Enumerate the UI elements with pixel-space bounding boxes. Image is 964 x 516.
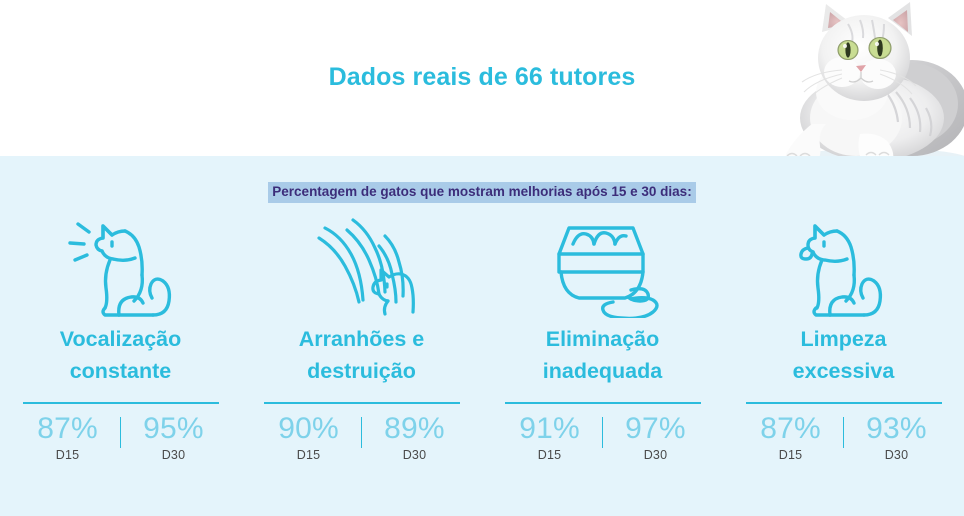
stat-vertical-divider: [842, 416, 845, 449]
stat-column-label: Limpeza excessiva: [792, 327, 895, 383]
stat-pair: 91% D15 97% D30: [505, 411, 701, 463]
stat-vertical-divider: [119, 416, 122, 449]
stat-d30: 89% D30: [369, 411, 459, 463]
stats-panel: Percentagem de gatos que mostram melhori…: [0, 156, 964, 516]
stat-day-label: D30: [884, 448, 909, 463]
stat-day-label: D15: [537, 448, 562, 463]
column-divider-line: [263, 401, 460, 404]
stat-column-label: Vocalização constante: [59, 327, 182, 383]
stat-value: 89%: [384, 411, 445, 445]
stat-d15: 87% D15: [23, 411, 113, 463]
stat-pair: 90% D15 89% D30: [264, 411, 460, 463]
stat-value: 91%: [519, 411, 580, 445]
stat-column-label: Eliminação inadequada: [542, 327, 663, 383]
stat-vertical-divider: [601, 416, 604, 449]
column-divider-line: [745, 401, 942, 404]
cat-photo: [760, 0, 964, 156]
stat-value: 90%: [278, 411, 339, 445]
stat-pair: 87% D15 93% D30: [746, 411, 942, 463]
litter-box-spill-icon: [539, 214, 667, 318]
stat-d15: 87% D15: [746, 411, 836, 463]
stat-value: 87%: [37, 411, 98, 445]
stat-value: 95%: [143, 411, 204, 445]
cat-grooming-icon: [785, 214, 903, 318]
stat-day-label: D15: [778, 448, 803, 463]
stat-column-label: Arranhões e destruição: [298, 327, 425, 383]
stat-d30: 97% D30: [610, 411, 700, 463]
stats-columns: Vocalização constante 87% D15 95% D30: [0, 214, 964, 462]
stat-d30: 93% D30: [851, 411, 941, 463]
stat-column-arranhoes: Arranhões e destruição 90% D15 89% D30: [241, 214, 482, 462]
stat-d15: 91% D15: [505, 411, 595, 463]
stat-value: 97%: [625, 411, 686, 445]
subtitle-highlighted: Percentagem de gatos que mostram melhori…: [268, 182, 696, 203]
column-divider-line: [22, 401, 219, 404]
stat-column-eliminacao: Eliminação inadequada 91% D15 97% D30: [482, 214, 723, 462]
stat-day-label: D30: [643, 448, 668, 463]
stat-value: 93%: [866, 411, 927, 445]
subtitle-row: Percentagem de gatos que mostram melhori…: [0, 182, 964, 203]
page-title: Dados reais de 66 tutores: [328, 63, 636, 91]
stat-day-label: D30: [161, 448, 186, 463]
stat-day-label: D15: [296, 448, 321, 463]
stat-day-label: D15: [55, 448, 80, 463]
stat-pair: 87% D15 95% D30: [23, 411, 219, 463]
cat-meowing-icon: [60, 214, 182, 318]
column-divider-line: [504, 401, 701, 404]
stat-vertical-divider: [360, 416, 363, 449]
stat-value: 87%: [760, 411, 821, 445]
stat-d30: 95% D30: [128, 411, 218, 463]
scratch-marks-icon: [303, 214, 421, 318]
stat-day-label: D30: [402, 448, 427, 463]
stat-column-limpeza: Limpeza excessiva 87% D15 93% D30: [723, 214, 964, 462]
stat-column-vocalizacao: Vocalização constante 87% D15 95% D30: [0, 214, 241, 462]
stat-d15: 90% D15: [264, 411, 354, 463]
header-band: Dados reais de 66 tutores: [0, 0, 964, 156]
